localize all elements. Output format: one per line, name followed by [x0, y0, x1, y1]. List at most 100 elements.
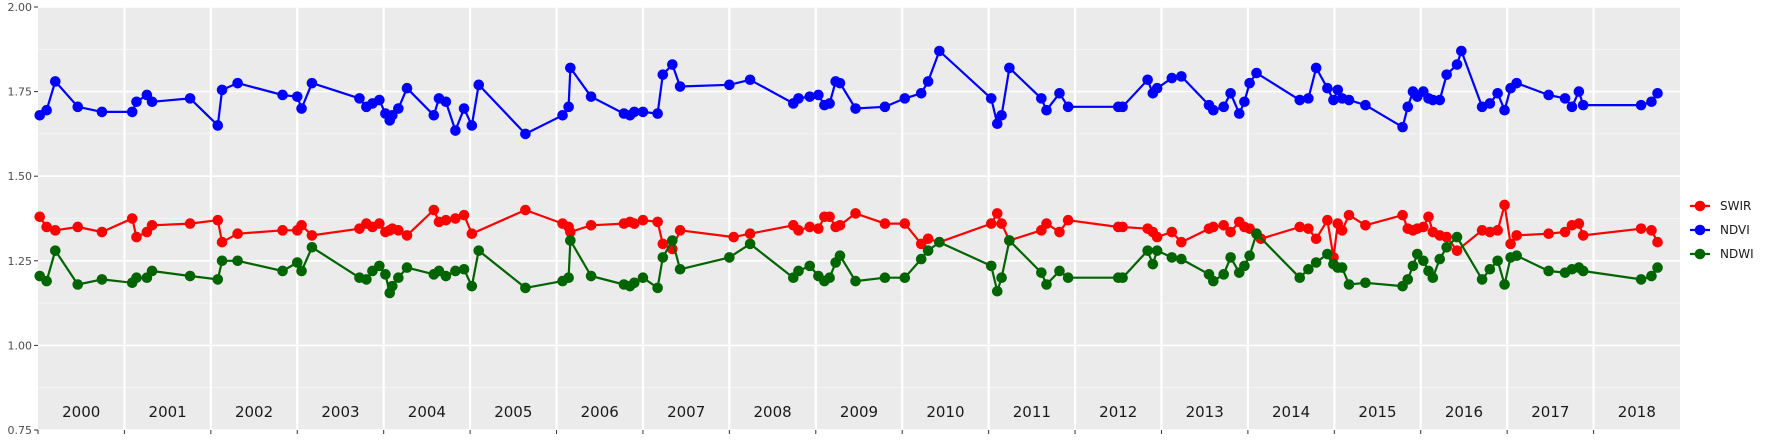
data-point-swir: [879, 218, 891, 229]
data-point-ndwi: [1151, 245, 1163, 256]
data-point-swir: [1041, 218, 1052, 229]
data-point-ndwi: [834, 250, 846, 262]
data-point-swir: [1397, 209, 1408, 221]
data-point-ndvi: [473, 79, 485, 91]
data-point-ndwi: [41, 275, 52, 287]
data-point-ndvi: [296, 103, 307, 114]
data-point-ndvi: [565, 62, 576, 74]
data-point-ndwi: [296, 265, 307, 277]
data-point-swir: [1418, 221, 1429, 233]
data-point-swir: [1499, 199, 1510, 211]
data-point-ndwi: [212, 274, 224, 285]
data-point-ndvi: [1652, 87, 1663, 99]
data-point-swir: [985, 218, 997, 229]
data-point-ndwi: [1418, 255, 1429, 267]
data-point-ndvi: [934, 45, 945, 57]
year-label: 2017: [1531, 403, 1569, 421]
data-point-ndwi: [563, 272, 574, 284]
data-point-ndwi: [1343, 279, 1355, 290]
data-point-ndwi: [1036, 267, 1047, 278]
y-axis: 0.75 1.00 1.25 1.50 1.75 2.00: [8, 1, 38, 437]
data-point-ndwi: [440, 270, 452, 282]
year-label: 2000: [62, 403, 100, 421]
series-layer: [34, 45, 1663, 299]
data-point-swir: [126, 213, 138, 224]
legend-key-marker: [1694, 200, 1706, 212]
data-point-ndvi: [1117, 101, 1128, 113]
data-point-ndvi: [1397, 121, 1408, 133]
y-tick-label: 2.00: [8, 1, 33, 14]
data-point-ndvi: [563, 101, 574, 113]
data-point-ndvi: [793, 93, 804, 104]
legend-label-ndwi: NDWI: [1720, 247, 1754, 261]
data-point-ndvi: [49, 76, 61, 87]
data-point-ndwi: [1142, 245, 1153, 256]
data-point-ndvi: [1635, 99, 1647, 111]
data-point-ndvi: [1343, 94, 1355, 106]
data-point-ndwi: [1411, 248, 1423, 260]
data-point-swir: [450, 213, 461, 224]
data-point-ndwi: [1360, 277, 1371, 289]
data-point-ndwi: [667, 235, 678, 246]
y-tick-label: 1.00: [8, 339, 33, 352]
data-point-swir: [991, 208, 1003, 219]
data-point-ndvi: [1451, 59, 1463, 70]
year-label: 2002: [235, 403, 273, 421]
data-point-swir: [296, 219, 307, 231]
data-point-ndvi: [41, 104, 52, 116]
data-point-ndvi: [724, 79, 735, 91]
data-point-swir: [728, 231, 739, 243]
data-point-ndvi: [744, 74, 756, 86]
data-point-ndvi: [1646, 96, 1657, 108]
data-point-ndwi: [985, 260, 997, 272]
data-point-ndwi: [1427, 272, 1439, 284]
data-point-ndwi: [1543, 265, 1554, 277]
year-label: 2003: [321, 403, 359, 421]
data-point-ndvi: [1559, 93, 1571, 104]
data-point-ndvi: [277, 89, 288, 101]
data-point-ndwi: [1166, 252, 1178, 263]
data-point-swir: [1062, 214, 1074, 226]
data-point-ndvi: [374, 94, 385, 106]
data-point-swir: [1635, 223, 1647, 234]
data-point-ndwi: [1451, 231, 1463, 243]
data-point-swir: [1441, 231, 1452, 243]
data-point-swir: [1176, 236, 1187, 248]
data-point-swir: [41, 221, 52, 233]
data-point-ndwi: [824, 272, 835, 284]
data-point-ndvi: [674, 81, 686, 92]
data-point-ndwi: [1294, 272, 1306, 284]
data-point-ndwi: [131, 272, 142, 284]
data-point-ndvi: [1004, 62, 1015, 74]
y-tick-label: 1.50: [8, 170, 33, 183]
data-point-ndwi: [387, 280, 398, 292]
data-point-swir: [1322, 214, 1333, 226]
data-point-ndwi: [1218, 269, 1229, 280]
data-point-ndvi: [1484, 98, 1496, 109]
year-label: 2013: [1186, 403, 1224, 421]
data-point-ndvi: [520, 128, 531, 140]
data-point-ndvi: [1176, 71, 1187, 82]
data-point-ndwi: [1441, 241, 1452, 253]
data-point-swir: [49, 225, 61, 236]
data-point-swir: [565, 226, 576, 238]
data-point-swir: [1559, 226, 1571, 238]
data-point-ndvi: [1360, 99, 1371, 111]
data-point-ndvi: [804, 91, 816, 102]
y-tick-label: 0.75: [8, 424, 33, 437]
data-point-ndwi: [652, 282, 663, 294]
data-point-ndvi: [922, 76, 934, 87]
data-point-ndvi: [1456, 45, 1467, 57]
data-point-ndvi: [899, 93, 911, 104]
data-point-swir: [277, 225, 288, 236]
data-point-ndvi: [440, 96, 452, 108]
data-point-ndvi: [1166, 72, 1178, 84]
data-point-swir: [393, 225, 404, 236]
data-point-ndwi: [1176, 253, 1187, 265]
data-point-ndvi: [996, 109, 1007, 121]
data-point-ndvi: [1492, 87, 1503, 99]
data-point-ndvi: [1294, 94, 1306, 106]
data-point-swir: [1208, 221, 1219, 233]
data-point-ndwi: [520, 282, 531, 294]
year-label: 2001: [149, 403, 187, 421]
